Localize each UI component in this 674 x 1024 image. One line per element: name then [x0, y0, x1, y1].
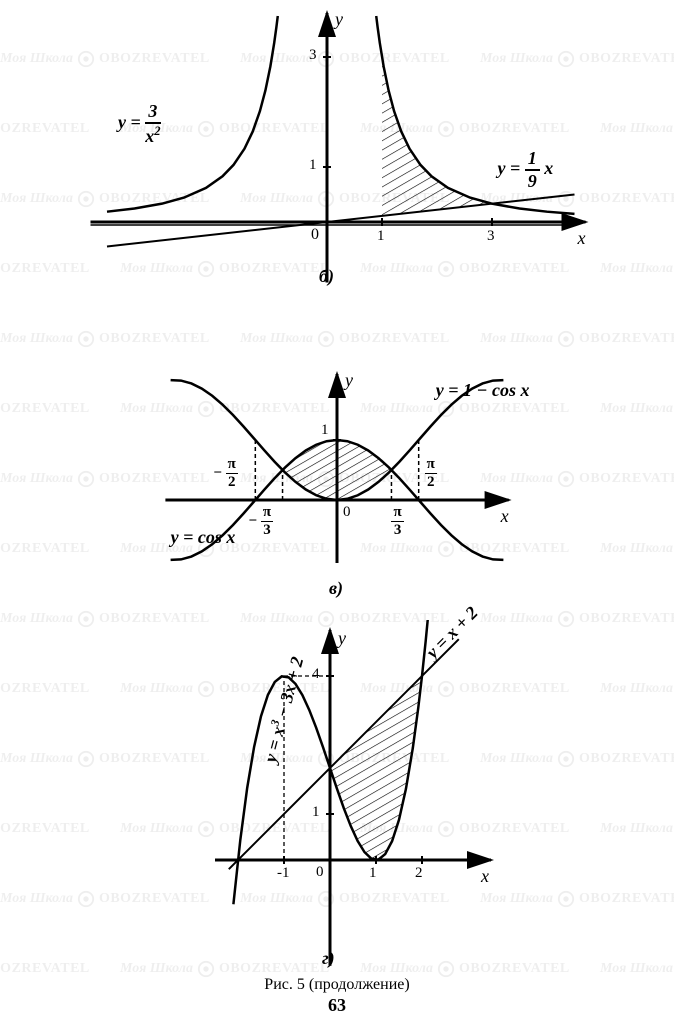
sublabel-v: в) [329, 578, 343, 599]
chart-b-overlay: 13130xyy = 3x2y = 19 x [0, 10, 674, 300]
chart-v-overlay: − π2π2− π3π310xyy = 1 − cos xy = cos x [0, 330, 674, 600]
sublabel-g: г) [322, 948, 335, 969]
sublabel-b: б) [319, 266, 334, 287]
figure-caption: Рис. 5 (продолжение) [0, 976, 674, 994]
page-number: 63 [0, 995, 674, 1016]
charts-container: 13130xyy = 3x2y = 19 x б) − π2π2− π3π310… [0, 0, 674, 1024]
chart-g-overlay: -112140xyy = x + 2y = x3 − 3x + 2 [0, 620, 674, 980]
